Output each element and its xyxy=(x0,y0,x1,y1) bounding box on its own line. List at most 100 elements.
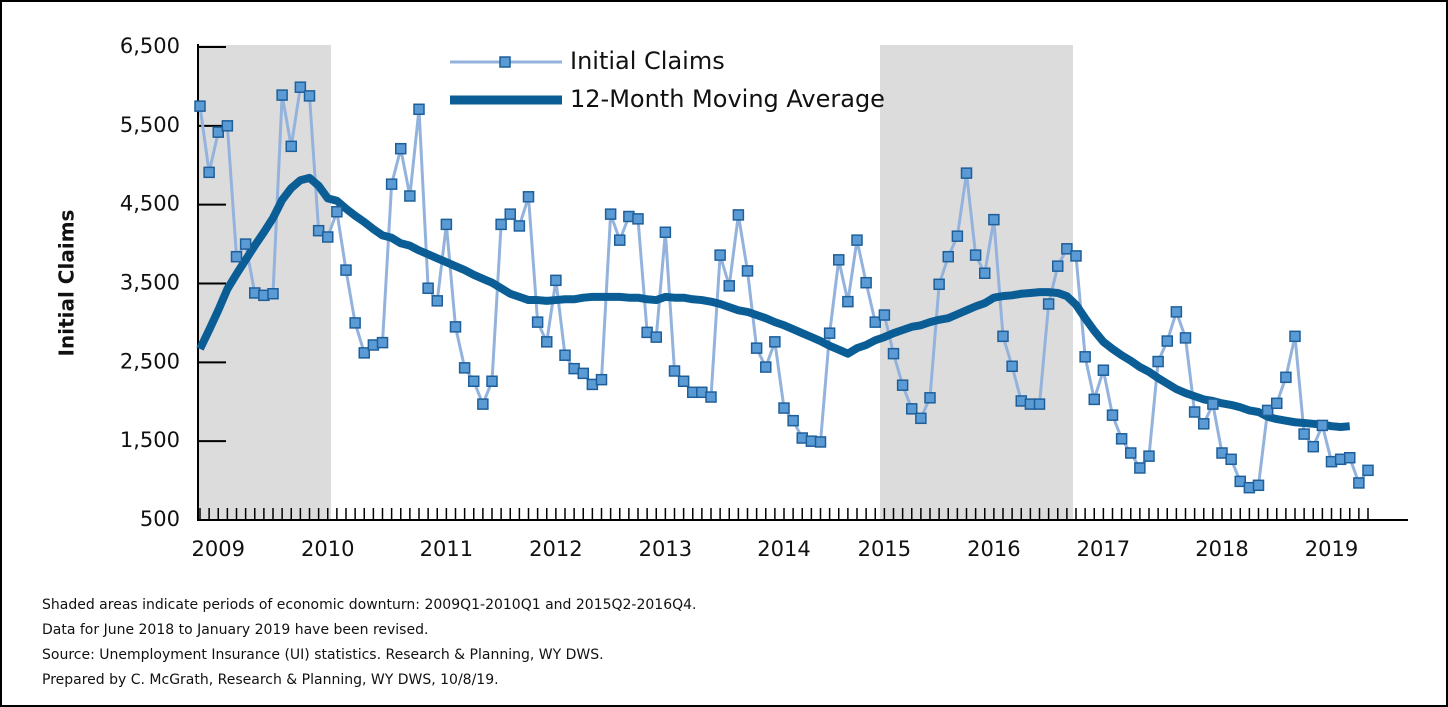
marker xyxy=(431,295,443,307)
marker xyxy=(385,178,398,190)
marker xyxy=(851,234,863,246)
x-tick-label: 2010 xyxy=(301,537,354,561)
marker xyxy=(997,330,1009,343)
marker xyxy=(1316,419,1329,432)
x-tick-label: 2011 xyxy=(420,537,473,561)
marker xyxy=(1079,351,1091,363)
x-tick-label: 2009 xyxy=(192,537,245,561)
marker xyxy=(303,90,316,102)
note: Source: Unemployment Insurance (UI) stat… xyxy=(42,647,604,663)
marker xyxy=(960,167,973,179)
marker xyxy=(1170,306,1183,318)
marker xyxy=(705,391,717,403)
marker xyxy=(1298,428,1310,440)
x-tick-label: 2019 xyxy=(1305,537,1358,561)
y-axis-label: Initial Claims xyxy=(55,210,79,357)
marker xyxy=(924,392,936,404)
marker xyxy=(750,342,763,354)
marker xyxy=(1179,332,1192,344)
marker xyxy=(1198,418,1210,430)
marker xyxy=(212,126,224,138)
legend-label: Initial Claims xyxy=(570,47,725,75)
marker xyxy=(1052,260,1064,272)
marker xyxy=(869,316,881,328)
marker xyxy=(906,403,918,415)
marker xyxy=(440,218,453,231)
marker xyxy=(276,89,288,101)
marker xyxy=(979,267,991,280)
y-tick-label: 6,500 xyxy=(120,34,180,58)
x-tick-label: 2016 xyxy=(967,537,1020,561)
marker xyxy=(395,142,407,155)
marker xyxy=(349,317,361,329)
marker xyxy=(1344,451,1356,464)
series-line xyxy=(196,173,1351,431)
y-tick-label: 2,500 xyxy=(120,349,180,373)
marker xyxy=(1216,447,1228,459)
marker xyxy=(1234,475,1246,488)
marker xyxy=(1152,355,1164,368)
marker xyxy=(522,191,535,203)
marker xyxy=(1033,398,1046,410)
marker xyxy=(823,327,836,339)
marker xyxy=(732,209,745,221)
marker xyxy=(814,436,827,448)
marker xyxy=(376,336,389,349)
marker xyxy=(340,264,352,276)
marker xyxy=(659,226,672,239)
marker xyxy=(203,166,215,179)
marker xyxy=(422,282,434,294)
marker xyxy=(358,347,370,359)
y-tick-label: 500 xyxy=(140,507,180,531)
marker xyxy=(741,265,754,277)
marker xyxy=(1161,335,1173,347)
marker xyxy=(1097,364,1110,376)
marker xyxy=(1115,433,1128,445)
marker xyxy=(1252,479,1265,492)
marker xyxy=(650,331,662,343)
marker xyxy=(677,375,690,388)
marker xyxy=(723,280,735,292)
marker xyxy=(486,375,498,388)
marker xyxy=(331,206,343,218)
marker xyxy=(915,412,927,425)
marker xyxy=(531,316,544,328)
marker xyxy=(1125,447,1137,459)
marker xyxy=(668,365,681,377)
marker xyxy=(541,336,553,348)
marker xyxy=(468,375,480,388)
marker xyxy=(595,373,608,386)
marker xyxy=(833,254,845,266)
marker xyxy=(942,250,954,263)
legend-label: 12-Month Moving Average xyxy=(570,85,885,113)
marker xyxy=(294,81,307,93)
marker xyxy=(413,103,425,116)
marker xyxy=(1271,397,1283,410)
y-tick-label: 3,500 xyxy=(120,271,180,295)
marker xyxy=(1261,404,1274,417)
x-tick-label: 2018 xyxy=(1195,537,1248,561)
marker xyxy=(1042,298,1055,310)
marker xyxy=(550,274,562,287)
marker xyxy=(1134,462,1146,474)
marker xyxy=(322,231,334,243)
marker xyxy=(632,213,644,225)
legend-marker xyxy=(499,56,511,68)
note: Data for June 2018 to January 2019 have … xyxy=(42,622,428,638)
marker xyxy=(559,349,571,361)
marker xyxy=(194,100,206,112)
marker xyxy=(860,276,872,289)
marker xyxy=(221,120,234,132)
y-tick-label: 4,500 xyxy=(120,192,180,216)
marker xyxy=(896,379,909,391)
marker xyxy=(933,278,945,291)
marker xyxy=(787,414,799,427)
note: Shaded areas indicate periods of economi… xyxy=(42,597,697,613)
marker xyxy=(1307,440,1319,453)
marker xyxy=(458,362,471,374)
marker xyxy=(404,190,416,202)
marker xyxy=(614,234,626,246)
y-tick-label: 5,500 xyxy=(120,113,180,137)
shaded-period xyxy=(880,45,1073,520)
marker xyxy=(230,250,243,263)
